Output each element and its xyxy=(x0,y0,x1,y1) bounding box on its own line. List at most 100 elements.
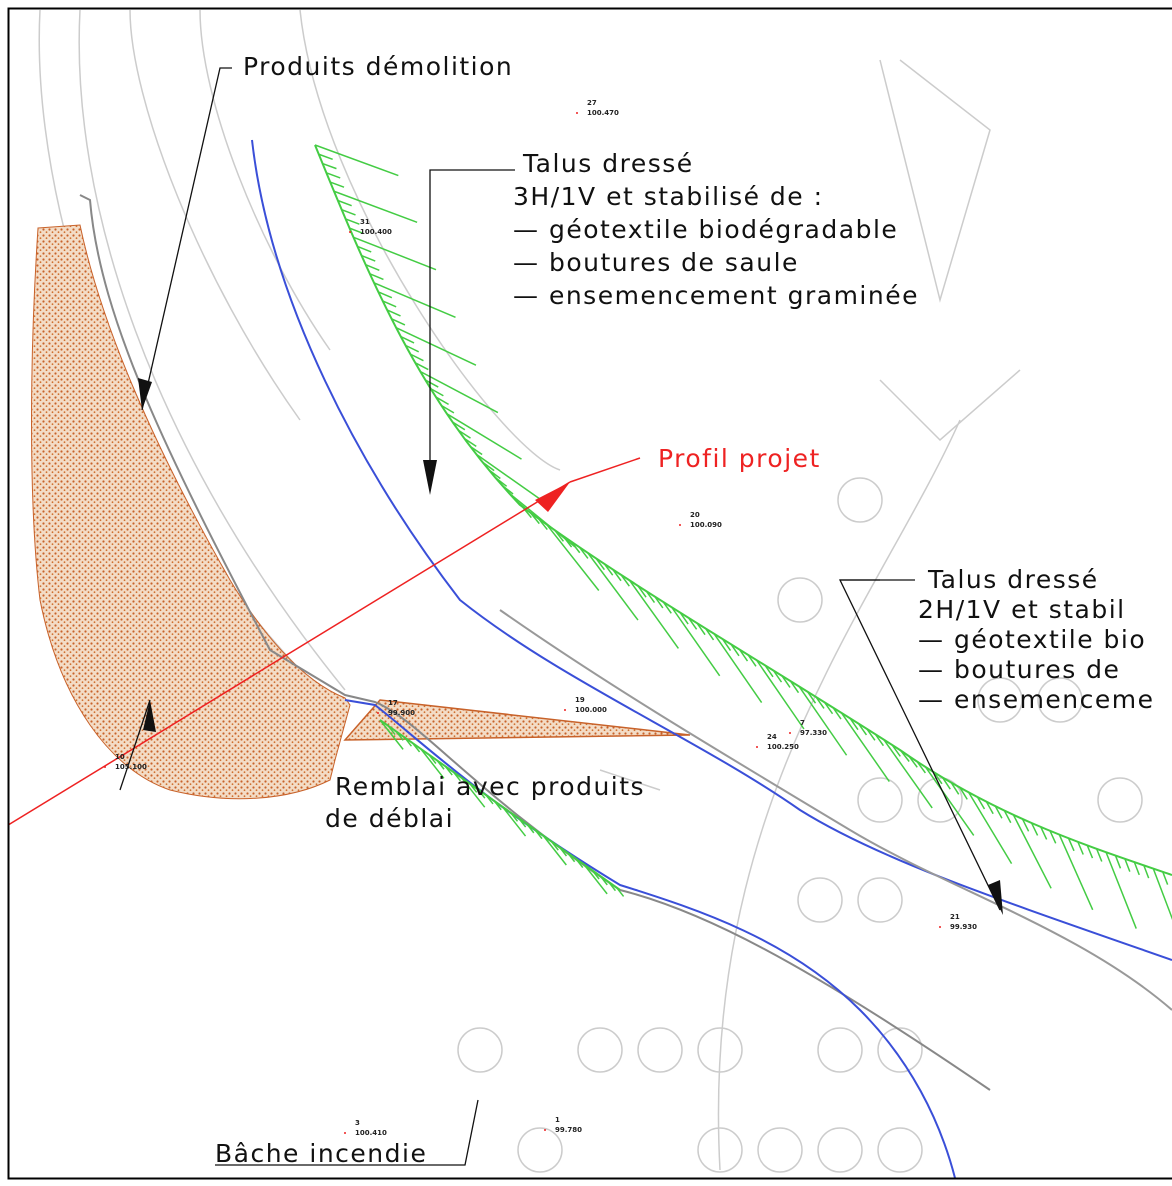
hatch-line xyxy=(475,453,548,505)
hatch-line xyxy=(755,659,805,730)
hatch-line xyxy=(941,777,951,790)
hatch-line xyxy=(373,282,456,318)
point-id: 20 xyxy=(690,511,700,519)
hatch-line xyxy=(603,563,614,576)
edge xyxy=(79,194,991,1091)
hatch-line xyxy=(425,379,439,388)
hatch-line xyxy=(959,787,968,800)
hatch-line xyxy=(493,800,502,811)
green-crest xyxy=(379,719,621,891)
hatch-line xyxy=(477,788,486,799)
hatch-line xyxy=(599,875,608,886)
survey-point xyxy=(789,732,791,734)
hatch-line xyxy=(395,731,404,741)
point-elevation: 97.330 xyxy=(800,729,827,737)
hatch-line xyxy=(645,590,656,603)
hatch-line xyxy=(591,869,600,880)
point-id: 24 xyxy=(767,733,777,741)
label: — boutures de xyxy=(918,655,1120,684)
label: de déblai xyxy=(325,804,454,833)
hatch-line xyxy=(688,617,698,630)
hatch-line xyxy=(558,846,568,857)
hatch-line xyxy=(781,675,791,688)
hatch-line xyxy=(575,858,584,869)
hatch-line xyxy=(452,771,461,782)
label: Talus dressé xyxy=(927,565,1099,594)
hatch-line xyxy=(365,264,380,271)
hatch-line xyxy=(607,881,617,892)
point-id: 7 xyxy=(800,719,805,727)
hatch-line xyxy=(900,749,910,762)
hatch-line xyxy=(378,291,393,299)
hatch-line xyxy=(314,144,399,177)
fill-zone xyxy=(343,699,691,741)
hatch-line xyxy=(436,759,445,770)
hatch-line xyxy=(798,686,848,756)
hatch-line xyxy=(1049,830,1057,844)
hatch-line xyxy=(361,254,376,262)
hatch-line xyxy=(908,755,918,768)
label: Profil projet xyxy=(658,444,821,473)
hatch-line xyxy=(620,574,630,587)
survey-point xyxy=(104,766,106,768)
hatch-line xyxy=(823,701,834,715)
label: — boutures de saule xyxy=(513,248,799,277)
hatch-line xyxy=(488,469,501,480)
hatch-line xyxy=(679,612,689,625)
hatch-line xyxy=(412,742,421,753)
hatch-line xyxy=(414,362,429,371)
hatch-line xyxy=(529,512,540,525)
hatch-line xyxy=(386,309,401,317)
hatch-line xyxy=(1003,810,1012,824)
survey-point xyxy=(349,231,351,233)
hatch-line xyxy=(537,518,548,531)
hatch-line xyxy=(550,840,559,851)
hatch-line xyxy=(1012,814,1052,889)
hatch-line xyxy=(457,429,471,439)
label: 3H/1V et stabilisé de : xyxy=(513,182,824,211)
hatch-line xyxy=(318,153,333,161)
hatch-line xyxy=(1143,865,1150,879)
hatch-line xyxy=(578,546,589,559)
arrow xyxy=(535,482,570,512)
hatch-line xyxy=(950,782,960,795)
hatch-line xyxy=(789,680,800,694)
hatch-line xyxy=(562,535,573,548)
hatch-line xyxy=(1040,826,1048,840)
hatch-line xyxy=(587,552,639,621)
hatch-line xyxy=(1077,841,1084,855)
hatch-line xyxy=(567,852,576,863)
point-elevation: 99.900 xyxy=(388,709,415,717)
leaders xyxy=(119,67,1001,1166)
point-id: 10 xyxy=(115,753,125,761)
hatch-line xyxy=(345,218,360,225)
profile-line xyxy=(569,457,641,483)
hatch-line xyxy=(357,245,372,253)
hatch-line xyxy=(382,300,397,308)
hatch-line xyxy=(440,404,455,414)
label: Bâche incendie xyxy=(215,1139,427,1168)
hatch-line xyxy=(628,579,680,649)
hatch-line xyxy=(883,739,933,809)
hatch-line xyxy=(395,327,477,366)
hatch-line xyxy=(1124,858,1131,872)
point-elevation: 100.400 xyxy=(360,228,392,236)
hatch-line xyxy=(446,413,522,460)
hatch-line xyxy=(595,557,606,571)
hatch-line xyxy=(452,421,466,431)
hatch-line xyxy=(485,794,494,805)
hatch-line xyxy=(329,181,345,188)
hatch-line xyxy=(428,754,437,764)
hatch-line xyxy=(501,484,514,495)
hatch-line xyxy=(806,691,817,704)
hatch-line xyxy=(534,829,543,840)
hatch-line xyxy=(857,723,868,736)
label: — géotextile bio xyxy=(918,625,1146,654)
hatch-line xyxy=(349,227,364,235)
grid-circles xyxy=(38,9,1143,1173)
hatch-line xyxy=(369,273,384,281)
green-crest xyxy=(314,144,1172,876)
hatch-line xyxy=(400,335,415,344)
hatch-line xyxy=(420,748,445,779)
label: Remblai avec produits xyxy=(335,772,645,801)
